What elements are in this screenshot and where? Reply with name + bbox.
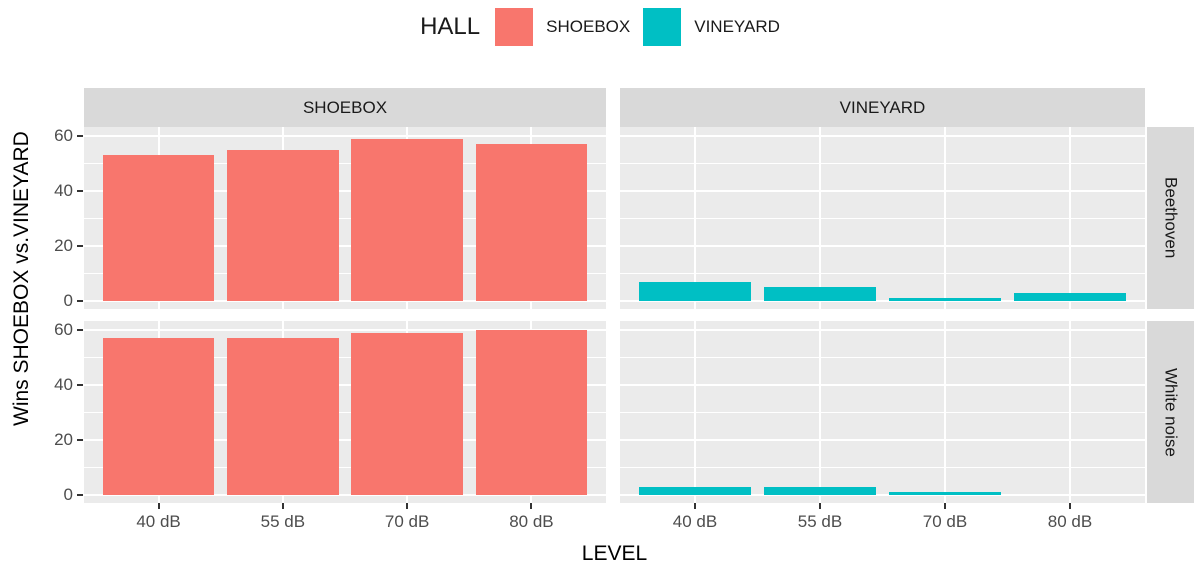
gridline xyxy=(620,190,1145,192)
bar xyxy=(351,332,464,495)
gridline xyxy=(84,357,606,358)
gridline xyxy=(84,135,606,137)
bar xyxy=(102,155,215,301)
x-axis-tick xyxy=(1069,503,1071,509)
vineyard-swatch xyxy=(643,8,682,46)
gridline xyxy=(620,245,1145,247)
bar xyxy=(638,486,752,495)
shoebox-swatch xyxy=(495,8,534,46)
gridline xyxy=(620,357,1145,358)
gridline xyxy=(620,218,1145,219)
gridline xyxy=(84,245,606,247)
gridline xyxy=(84,412,606,413)
x-tick-label: 55 dB xyxy=(797,512,843,531)
x-axis-tick xyxy=(157,503,160,509)
y-axis-tick xyxy=(77,300,83,302)
y-tick-label: 0 xyxy=(63,485,73,504)
y-axis-tick xyxy=(77,245,83,247)
facet-strip-beethoven: Beethoven xyxy=(1147,127,1194,309)
facet-strip-vineyard: VINEYARD xyxy=(620,88,1145,127)
gridline xyxy=(84,300,606,302)
x-tick-label: 70 dB xyxy=(384,512,430,531)
y-tick-label: 60 xyxy=(54,126,73,145)
y-axis-tick xyxy=(77,329,83,331)
x-tick-label: 40 dB xyxy=(672,512,718,531)
bar xyxy=(475,330,588,495)
y-tick-label: 0 xyxy=(63,291,73,310)
panel-beethoven-vineyard xyxy=(620,127,1145,309)
y-axis-tick xyxy=(77,494,83,496)
legend-label-vineyard: VINEYARD xyxy=(694,17,780,36)
x-axis-tick xyxy=(694,503,696,509)
x-axis-tick xyxy=(530,503,533,509)
x-tick-label: 55 dB xyxy=(260,512,306,531)
gridline xyxy=(84,467,606,468)
legend-item-shoebox: SHOEBOX xyxy=(495,8,630,46)
gridline xyxy=(84,163,606,164)
bar xyxy=(1013,292,1127,301)
bar xyxy=(763,287,877,301)
x-axis-tick xyxy=(819,503,821,509)
x-axis-title: LEVEL xyxy=(581,542,648,565)
legend-item-vineyard: VINEYARD xyxy=(643,8,780,46)
y-axis-tick xyxy=(77,439,83,441)
gridline xyxy=(620,329,1145,331)
y-axis-tick xyxy=(77,384,83,386)
panel-white-noise-shoebox xyxy=(84,321,606,503)
facet-strip-white-noise: White noise xyxy=(1147,321,1194,503)
gridline xyxy=(620,135,1145,137)
gridline xyxy=(620,384,1145,386)
y-tick-label: 40 xyxy=(54,375,73,394)
gridline xyxy=(620,494,1145,496)
gridline xyxy=(620,300,1145,302)
bar xyxy=(888,492,1002,495)
gridline xyxy=(84,273,606,274)
y-tick-label: 20 xyxy=(54,236,73,255)
gridline xyxy=(84,439,606,441)
gridline xyxy=(620,467,1145,468)
gridline xyxy=(620,163,1145,164)
y-tick-label: 60 xyxy=(54,320,73,339)
panel-beethoven-shoebox xyxy=(84,127,606,309)
legend-title: HALL xyxy=(420,13,481,40)
bar xyxy=(351,138,464,301)
y-tick-label: 20 xyxy=(54,430,73,449)
gridline xyxy=(620,439,1145,441)
panel-white-noise-vineyard xyxy=(620,321,1145,503)
bar xyxy=(102,338,215,495)
gridline xyxy=(84,329,606,331)
x-axis-tick xyxy=(944,503,946,509)
bar xyxy=(226,149,339,301)
bar xyxy=(638,281,752,301)
bar xyxy=(888,298,1002,301)
x-axis-tick xyxy=(406,503,409,509)
x-axis-tick xyxy=(281,503,284,509)
legend-label-shoebox: SHOEBOX xyxy=(546,17,631,36)
x-tick-label: 80 dB xyxy=(1047,512,1093,531)
legend: HALL SHOEBOX VINEYARD xyxy=(0,6,1200,48)
gridline xyxy=(84,190,606,192)
gridline xyxy=(84,494,606,496)
x-tick-label: 70 dB xyxy=(922,512,968,531)
gridline xyxy=(84,218,606,219)
y-tick-label: 40 xyxy=(54,181,73,200)
gridline xyxy=(84,384,606,386)
gridline xyxy=(620,273,1145,274)
facet-strip-shoebox: SHOEBOX xyxy=(84,88,606,127)
x-tick-label: 80 dB xyxy=(509,512,554,531)
y-axis-tick xyxy=(77,135,83,137)
y-axis-tick xyxy=(77,190,83,192)
gridline xyxy=(620,412,1145,413)
x-tick-label: 40 dB xyxy=(136,512,181,531)
bar xyxy=(475,144,588,301)
bar xyxy=(226,338,339,495)
bar xyxy=(763,486,877,495)
